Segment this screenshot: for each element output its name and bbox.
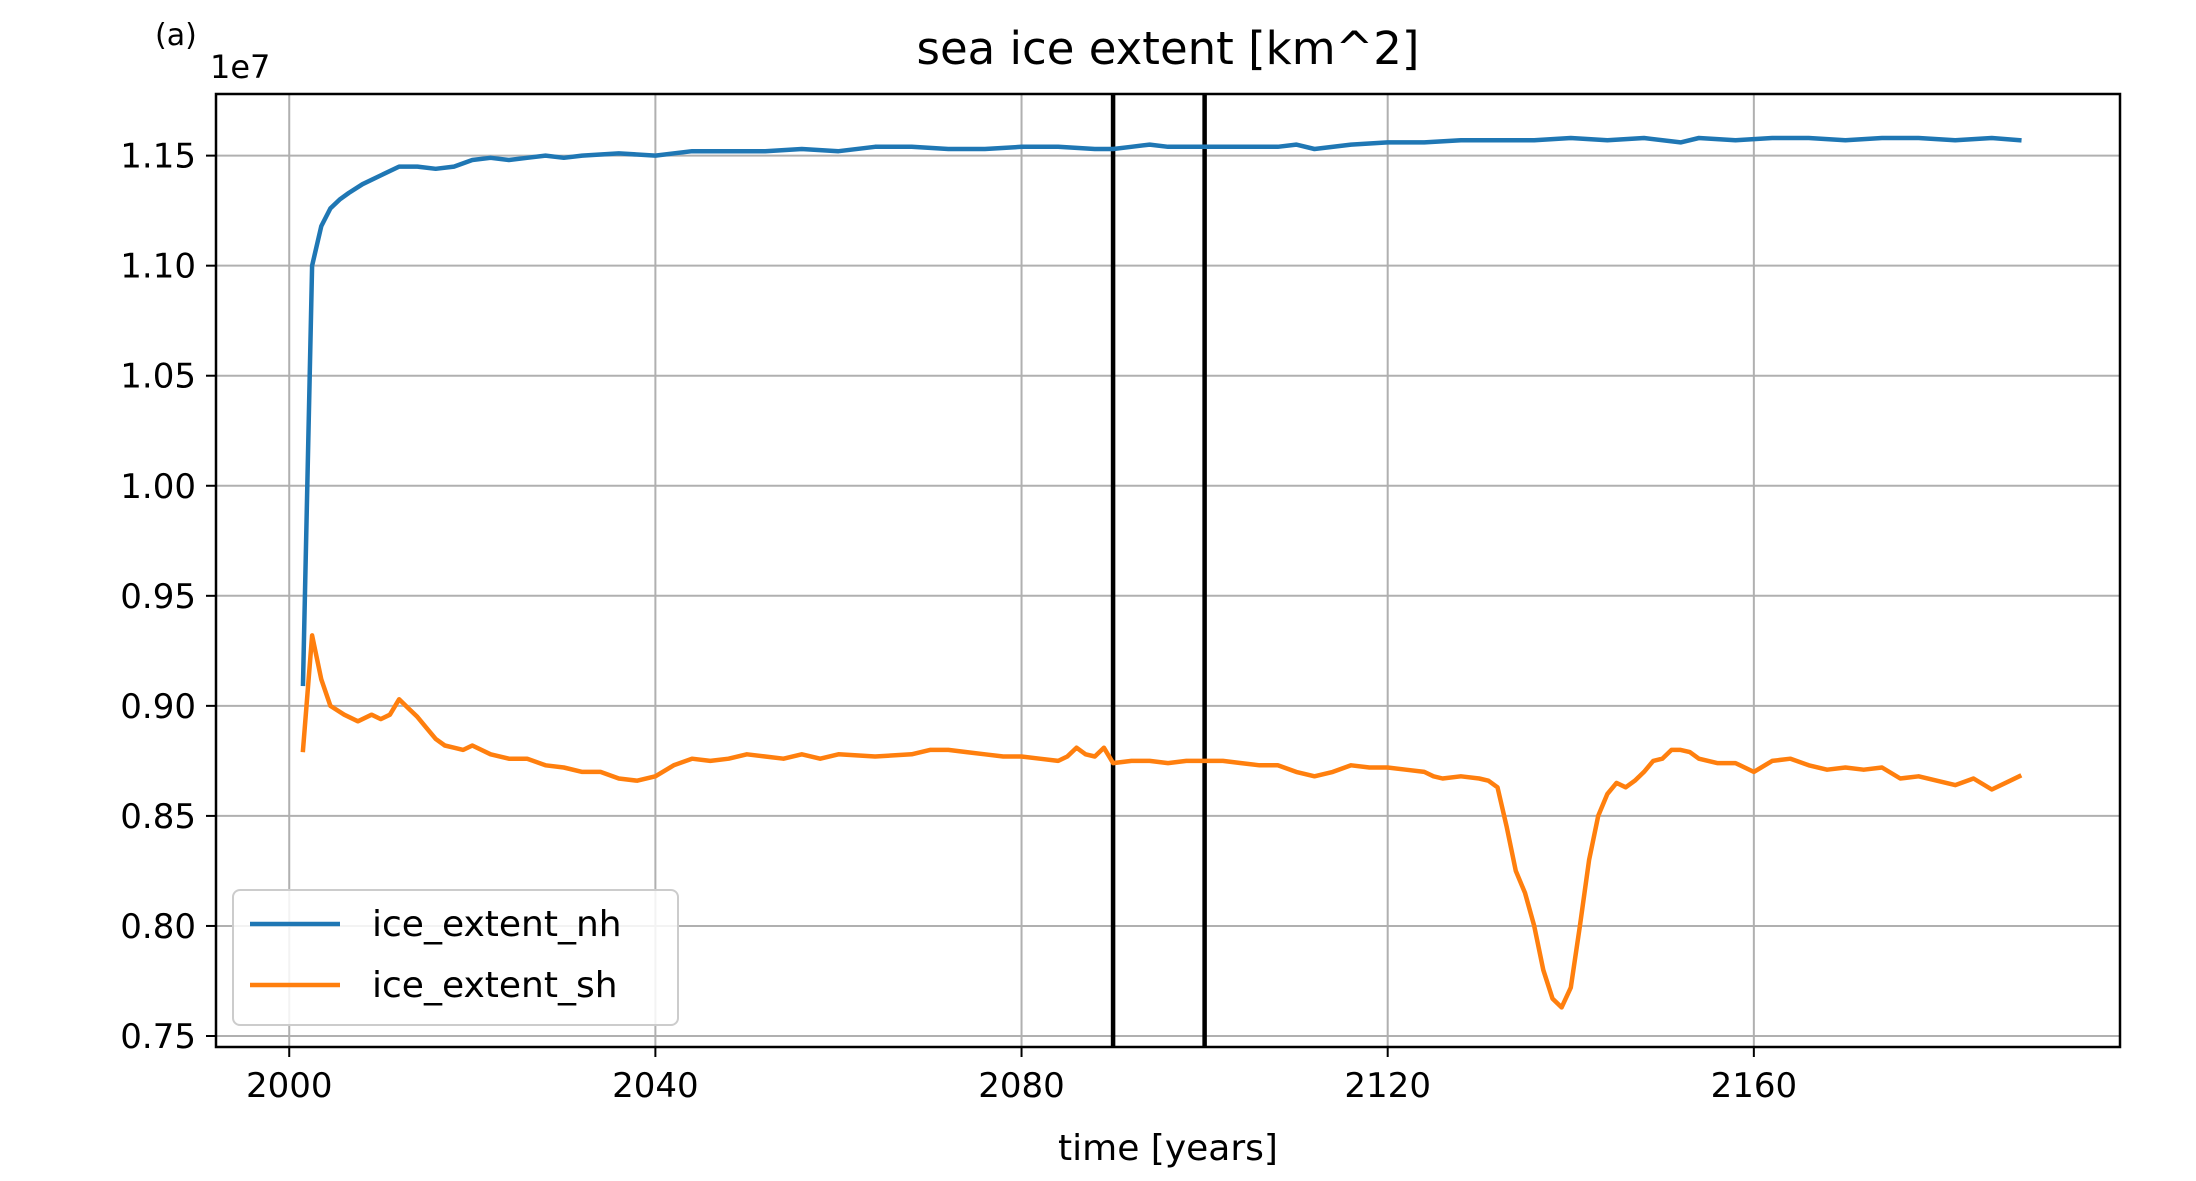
- y-axis-ticks: 0.75 0.80 0.85 0.90 0.95 1.00 1.05 1.10 1.15: [120, 137, 216, 1057]
- y-tick-label-0: 0.75: [120, 1017, 196, 1057]
- plot-frame: [214, 92, 2122, 1049]
- y-offset-label: 1e7: [210, 48, 270, 86]
- grid: [216, 94, 2120, 1047]
- legend-box: [232, 889, 679, 1026]
- y-tick-label-5: 1.00: [120, 467, 196, 507]
- y-tick-label-4: 0.95: [120, 577, 196, 617]
- x-axis-label: time [years]: [1058, 1128, 1278, 1169]
- x-tick-label-1: 2040: [612, 1066, 699, 1106]
- y-tick-label-6: 1.05: [120, 357, 196, 397]
- y-tick-label-8: 1.15: [120, 137, 196, 177]
- chart-title: sea ice extent [km^2]: [917, 22, 1420, 75]
- legend-label-nh: ice_extent_nh: [372, 904, 622, 945]
- panel-label: (a): [155, 18, 197, 53]
- x-axis-ticks: 2000 2040 2080 2120 2160: [246, 1047, 1797, 1106]
- legend-label-sh: ice_extent_sh: [372, 965, 618, 1006]
- series-line-ice_extent_sh: [300, 633, 2023, 1010]
- vertical-markers: [1110, 94, 1207, 1047]
- y-tick-label-1: 0.80: [120, 907, 196, 947]
- series-line-ice_extent_nh: [300, 135, 2022, 687]
- y-tick-label-2: 0.85: [120, 797, 196, 837]
- x-tick-label-2: 2080: [978, 1066, 1065, 1106]
- legend: ice_extent_nh ice_extent_sh: [232, 889, 679, 1026]
- y-tick-label-7: 1.10: [120, 247, 196, 287]
- series-group: [300, 135, 2023, 1010]
- x-tick-label-3: 2120: [1344, 1066, 1431, 1106]
- x-tick-label-0: 2000: [246, 1066, 333, 1106]
- y-tick-label-3: 0.90: [120, 687, 196, 727]
- x-tick-label-4: 2160: [1711, 1066, 1798, 1106]
